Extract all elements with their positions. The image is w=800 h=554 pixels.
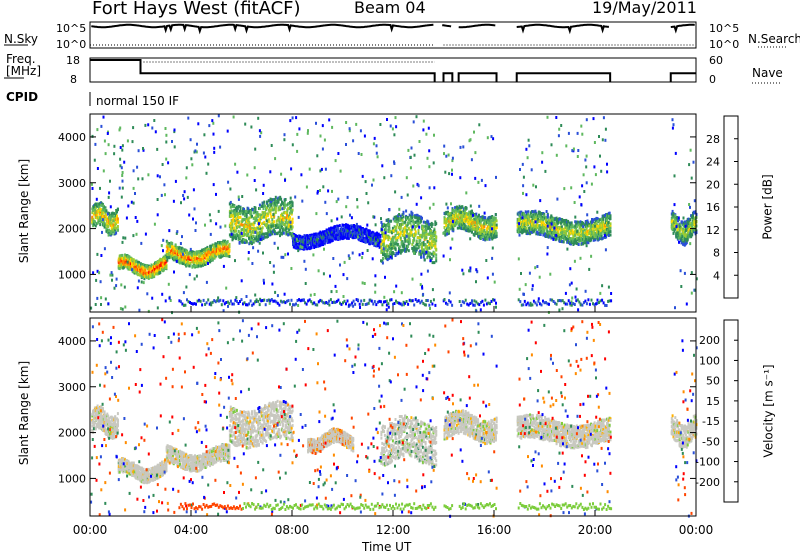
ytick-label-2000: 2000 — [58, 223, 86, 236]
ytick-label-1000: 1000 — [58, 472, 86, 485]
ytick-label-2000: 2000 — [58, 427, 86, 440]
colorbar-tick-label: 16 — [706, 201, 720, 214]
nsky-label: N.Sky — [4, 32, 39, 46]
nsky-panel-frame — [89, 21, 697, 49]
freq-tick-high: 18 — [66, 54, 80, 67]
velocity-near-range-echoes — [178, 502, 613, 511]
power-echo-band-4 — [292, 223, 382, 251]
power-noise-scatter — [90, 114, 698, 315]
power-near-range-echoes — [178, 298, 613, 307]
xtick-label-1: 04:00 — [174, 523, 209, 537]
xtick-label-6: 00:00 — [679, 523, 714, 537]
site-title: Fort Hays West (fitACF) — [92, 0, 301, 19]
power-echo-band-8 — [670, 209, 698, 246]
ytick-label-1000: 1000 — [58, 268, 86, 281]
nave-tick-high: 60 — [709, 54, 723, 67]
ytick-label-3000: 3000 — [58, 177, 86, 190]
colorbar-tick-label: 100 — [699, 354, 720, 367]
colorbar-tick-label: -200 — [695, 476, 720, 489]
velocity-echo-band-0 — [91, 404, 119, 440]
power-echo-band-3 — [228, 195, 294, 246]
power-echo-band-1 — [117, 253, 168, 281]
ytick-label-3000: 3000 — [58, 381, 86, 394]
xtick-label-0: 00:00 — [73, 523, 108, 537]
velocity-colorbar-frame — [723, 319, 739, 503]
xtick-label-5: 20:00 — [578, 523, 613, 537]
colorbar-tick-label: 20 — [706, 178, 720, 191]
velocity-panel — [90, 318, 698, 518]
nsky-tick-low: 10^0 — [56, 38, 87, 51]
colorbar-tick-label: 15 — [706, 395, 720, 408]
power-panel-ylabel: Slant Range [km] — [17, 158, 32, 264]
cpid-label: CPID — [6, 90, 39, 104]
velocity-echo-band-5 — [380, 414, 438, 468]
power-echo-band-0 — [91, 201, 119, 237]
nave-label: Nave — [752, 66, 783, 80]
velocity-echo-band-6 — [443, 409, 498, 446]
colorbar-tick-label: 24 — [706, 156, 720, 169]
colorbar-tick-label: 200 — [699, 334, 720, 347]
power-panel — [90, 114, 698, 315]
power-echo-band-2 — [165, 239, 231, 269]
freq-panel-frame — [89, 57, 697, 83]
colorbar-tick-label: -15 — [702, 415, 720, 428]
colorbar-tick-label: 8 — [713, 247, 720, 260]
colorbar-tick-label: -100 — [695, 456, 720, 469]
colorbar-tick-label: -50 — [702, 435, 720, 448]
freq-unit: [MHz] — [6, 64, 42, 78]
velocity-echo-band-3 — [228, 399, 294, 450]
freq-label: Freq. — [6, 52, 36, 66]
colorbar-tick-label: 12 — [706, 224, 720, 237]
x-axis-title: Time UT — [362, 540, 412, 554]
xtick-label-3: 12:00 — [376, 523, 411, 537]
velocity-echo-band-8 — [670, 413, 698, 449]
freq-tick-low: 8 — [70, 73, 77, 86]
ytick-label-4000: 4000 — [58, 335, 86, 348]
freq-trace — [90, 59, 436, 82]
ytick-label-4000: 4000 — [58, 131, 86, 144]
velocity-echo-band-2 — [165, 443, 231, 473]
xtick-label-2: 08:00 — [275, 523, 310, 537]
cpid-value: normal 150 IF — [96, 94, 180, 108]
velocity-colorbar-label: Velocity [m s⁻¹] — [761, 364, 776, 458]
power-echo-band-5 — [380, 209, 438, 265]
velocity-panel-ylabel: Slant Range [km] — [17, 360, 32, 466]
nsearch-tick-low: 10^0 — [709, 38, 740, 51]
date-label: 19/May/2011 — [592, 0, 697, 17]
nsky-tick-high: 10^5 — [56, 22, 87, 35]
freq-trace-2 — [442, 72, 696, 82]
nsearch-tick-high: 10^5 — [709, 22, 740, 35]
power-echo-band-7 — [516, 209, 612, 246]
power-colorbar-label: Power [dB] — [760, 174, 775, 240]
nave-tick-low: 0 — [709, 73, 716, 86]
colorbar-tick-label: 50 — [706, 375, 720, 388]
velocity-noise-scatter — [90, 318, 698, 518]
velocity-echo-band-1 — [117, 457, 168, 485]
colorbar-tick-label: 4 — [713, 269, 720, 282]
velocity-echo-band-7 — [516, 413, 612, 450]
velocity-panel-frame — [89, 317, 697, 517]
nsearch-label: N.Search — [748, 32, 800, 46]
power-echo-band-6 — [443, 204, 498, 242]
nsky-trace — [91, 23, 695, 35]
xtick-label-4: 16:00 — [477, 523, 512, 537]
velocity-echo-band-4 — [307, 427, 355, 455]
colorbar-tick-label: 28 — [706, 133, 720, 146]
beam-label: Beam 04 — [354, 0, 426, 17]
